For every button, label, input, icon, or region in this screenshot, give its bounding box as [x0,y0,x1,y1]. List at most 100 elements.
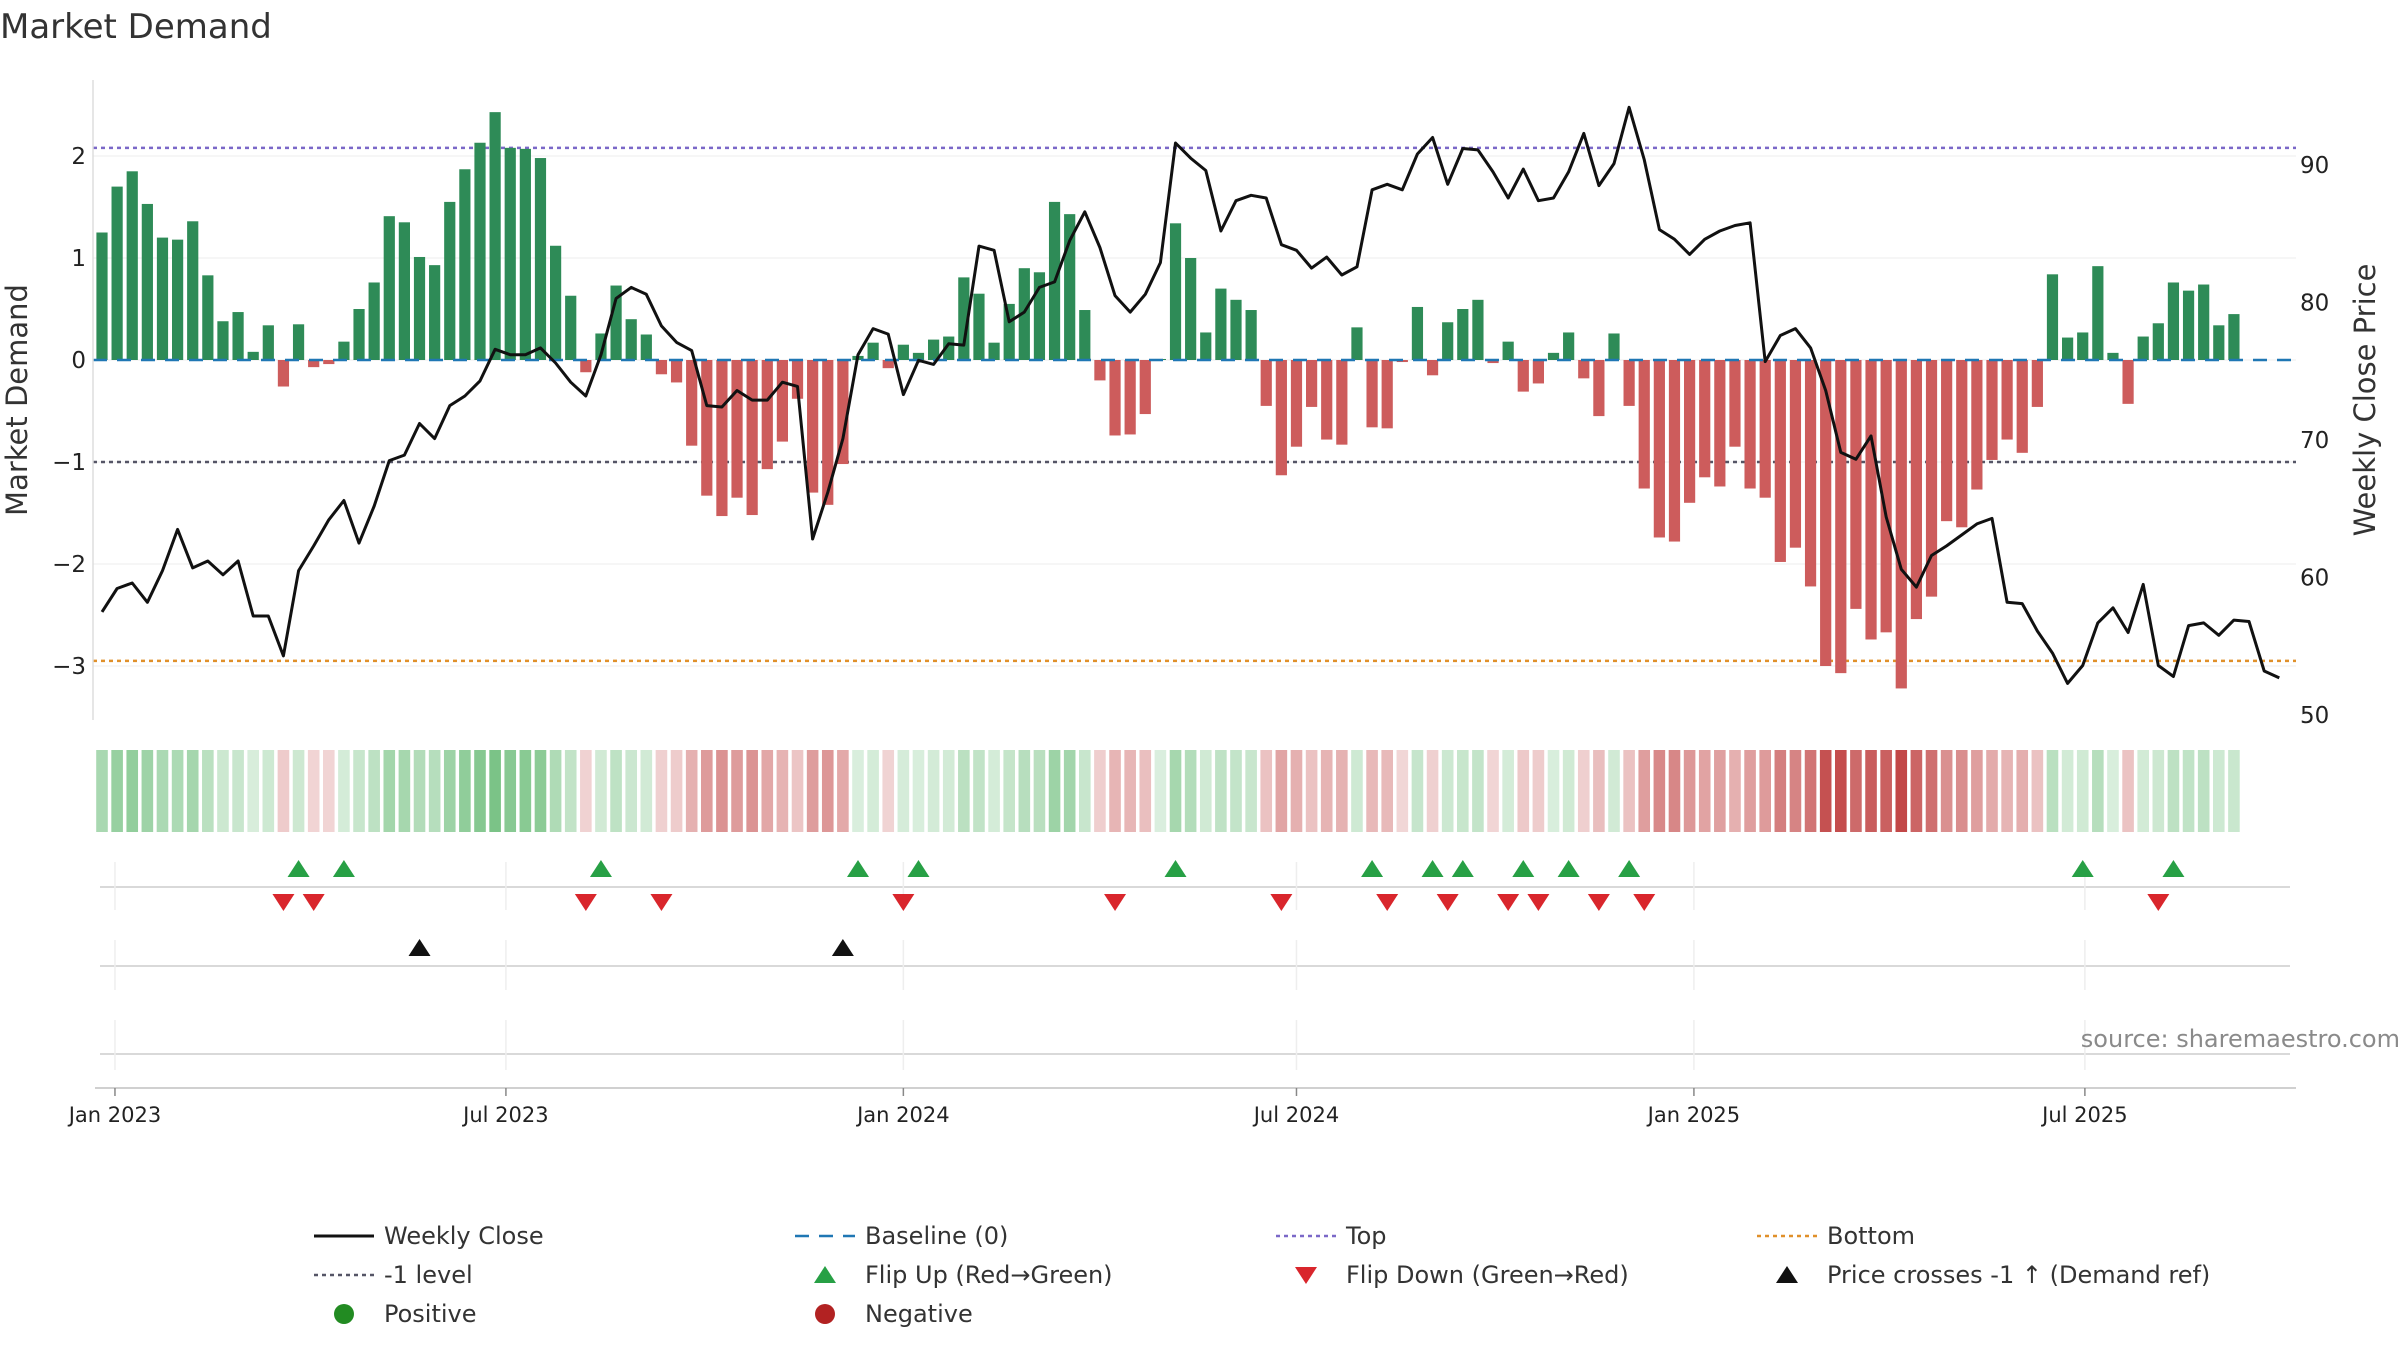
heat-cell [2167,750,2180,832]
legend-item-bottom: Bottom [1757,1222,1915,1250]
heat-cell [1426,750,1439,832]
demand-bar [232,312,244,360]
legend-item-positive-dot: Positive [334,1300,477,1328]
heat-cell [2197,750,2210,832]
heat-cell [2152,750,2165,832]
y2-tick-label: 60 [2300,566,2329,592]
demand-bar [1684,360,1696,503]
heat-cell [2031,750,2044,832]
demand-bar [1547,352,1560,360]
heat-cell [1729,750,1741,832]
heat-cell [2182,750,2195,832]
x-tick-label: Jul 2023 [461,1103,548,1127]
demand-bar [1714,360,1726,487]
demand-bar [96,232,108,360]
demand-bar [156,237,169,360]
demand-bar [2167,282,2180,360]
demand-bar [1230,299,1242,360]
heat-cell [1003,750,1015,832]
heat-cell [942,750,955,832]
demand-bar [413,256,426,360]
demand-bar [277,360,290,387]
demand-bar [1457,309,1469,360]
heat-cell [1230,750,1242,832]
demand-bar [867,342,879,360]
demand-bar [1079,310,1091,360]
weekly-close-line [100,105,2280,685]
legend-label: -1 level [384,1261,473,1289]
y-tick-label: 1 [71,246,86,272]
heat-cell [171,750,184,832]
demand-bar [1925,360,1938,597]
legend-label: Negative [865,1300,973,1328]
heat-cell [1562,750,1575,832]
heat-cell [852,750,864,832]
demand-bar [912,352,925,360]
flip-up-marker [1361,860,1384,877]
heat-cell [126,750,139,832]
demand-bar [2001,360,2013,440]
flip-up-marker [589,860,612,877]
heat-cell [640,750,653,832]
demand-bar [1033,272,1046,360]
demand-bar [1699,360,1711,478]
demand-bar [716,360,728,517]
y2-axis-label: Weekly Close Price [2348,264,2382,537]
heat-cell [912,750,925,832]
heat-cell [1819,750,1832,832]
legend-label: Top [1345,1222,1387,1250]
legend-label: Bottom [1827,1222,1915,1250]
legend: Weekly Close Baseline (0) Top Bottom -1 leve… [314,1222,2210,1328]
demand-bar [323,360,335,365]
heat-cell [1048,750,1061,832]
heat-cell [504,750,517,832]
heat-cell [277,750,290,832]
demand-bar [1306,360,1318,407]
heat-cell [1683,750,1696,832]
heat-cell [1260,750,1273,832]
heat-cell [156,750,169,832]
demand-bar [1532,360,1544,384]
demand-bar [550,245,562,360]
demand-bar [1003,303,1015,360]
y-tick-label: 2 [71,144,86,170]
y-tick-label: −3 [52,654,86,680]
demand-bar [761,360,773,470]
legend-item-minus-one: -1 level [314,1261,473,1289]
demand-bar [1608,333,1620,360]
demand-bar [988,342,1000,360]
demand-bar [1064,214,1076,360]
demand-bar [262,325,274,360]
heat-cell [595,750,607,832]
heat-cell [1774,750,1787,832]
legend-label: Weekly Close [384,1222,544,1250]
demand-bar [1744,360,1756,489]
heat-cell [1910,750,1923,832]
demand-bar [701,360,713,496]
demand-bar [1442,322,1454,360]
demand-bar [1109,360,1121,436]
demand-bar [791,360,804,399]
heat-cell [186,750,199,832]
demand-bar [141,203,153,360]
demand-bar [2107,352,2119,360]
demand-bar [1820,360,1832,666]
heat-cell [988,750,1000,832]
heat-cell [1744,750,1756,832]
price-line-layer [100,105,2280,685]
x-tick-label: Jul 2024 [1252,1103,1339,1127]
flip-down-marker [1587,894,1610,911]
heat-cell [2107,750,2119,832]
demand-bar [2092,266,2104,360]
demand-bar [1411,306,1424,360]
flip-down-marker [1497,894,1520,911]
heat-cell [867,750,879,832]
heat-cell [549,750,562,832]
heat-cell [1925,750,1938,832]
heat-cell [897,750,910,832]
demand-bar [383,216,395,360]
demand-bar [1185,258,1197,360]
signal-rows [100,860,2290,1070]
heat-cell [2092,750,2104,832]
heat-cell [2076,750,2089,832]
